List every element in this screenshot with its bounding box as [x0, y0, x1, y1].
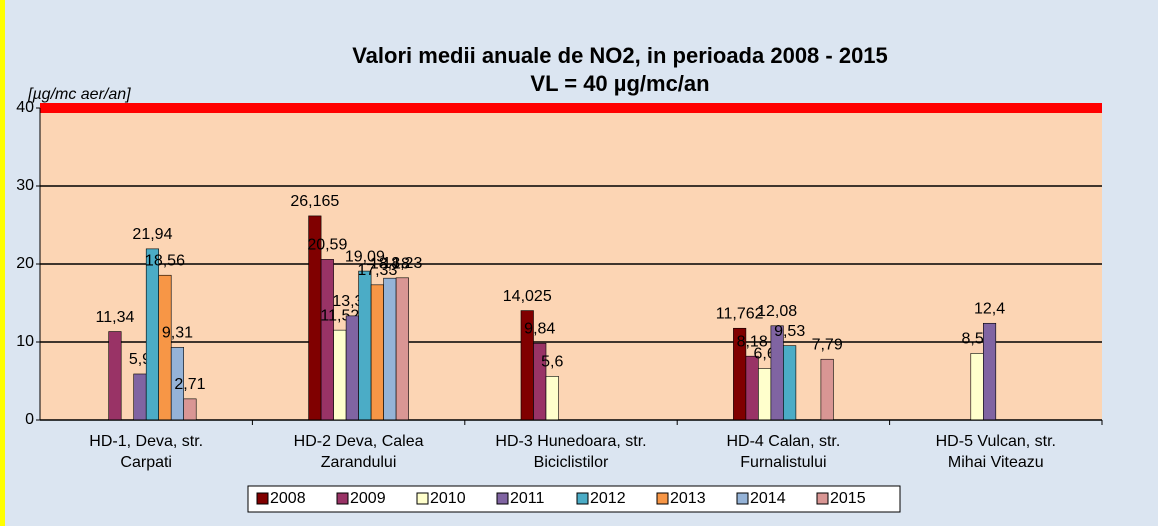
value-label: 5,9	[129, 351, 151, 368]
x-tick-label: Zarandului	[321, 454, 397, 471]
legend-swatch	[496, 492, 509, 505]
value-label: 11,34	[96, 309, 135, 326]
value-label: 11,762	[716, 305, 764, 322]
value-label: 9,31	[162, 325, 193, 342]
y-tick-label: 30	[16, 177, 34, 194]
value-label: 8,18	[737, 333, 768, 350]
legend-label: 2015	[830, 490, 866, 507]
x-tick-label: Biciclistilor	[534, 454, 609, 471]
value-label: 18,56	[145, 252, 185, 269]
value-label: 19,09	[345, 248, 385, 265]
bar	[158, 274, 172, 421]
bar	[770, 325, 784, 421]
bar	[183, 398, 197, 421]
bar	[133, 373, 147, 421]
legend-swatch	[256, 492, 269, 505]
legend-label: 2008	[270, 490, 306, 507]
x-tick-label: Mihai Viteazu	[948, 454, 1044, 471]
value-label: 9,84	[524, 320, 555, 337]
x-tick-label: HD-3 Hunedoara, str.	[495, 433, 646, 450]
bar	[783, 345, 797, 421]
legend-label: 2014	[750, 490, 786, 507]
bar	[395, 277, 409, 421]
legend-swatch	[656, 492, 669, 505]
x-tick-label: Furnalistului	[740, 454, 826, 471]
value-label: 2,71	[174, 376, 205, 393]
bar	[345, 315, 359, 421]
bar	[333, 329, 347, 421]
value-label: 9,53	[774, 323, 805, 340]
legend-swatch	[336, 492, 349, 505]
value-label: 6,6	[754, 346, 776, 363]
y-tick-label: 10	[16, 333, 34, 350]
legend-box	[247, 485, 901, 513]
value-label: 20,59	[307, 237, 347, 254]
bar	[970, 353, 984, 421]
legend-label: 2013	[670, 490, 706, 507]
y-axis-label: [µg/mc aer/an]	[27, 86, 131, 103]
value-label: 21,94	[132, 226, 172, 243]
value-label: 14,025	[503, 288, 552, 305]
x-tick-label: HD-5 Vulcan, str.	[936, 433, 1056, 450]
bar	[982, 322, 997, 421]
x-tick-label: HD-4 Calan, str.	[726, 433, 840, 450]
y-tick-label: 40	[16, 99, 34, 116]
legend-label: 2009	[350, 490, 386, 507]
bar	[145, 248, 159, 421]
value-label: 7,79	[812, 336, 843, 353]
bar	[820, 358, 834, 421]
legend-label: 2012	[590, 490, 626, 507]
bar	[320, 259, 334, 421]
value-label: 12,4	[974, 300, 1005, 317]
edge-stripe	[0, 0, 5, 526]
y-tick-label: 20	[16, 255, 34, 272]
legend-swatch	[416, 492, 429, 505]
bar	[370, 284, 384, 421]
value-label: 17,33	[357, 262, 397, 279]
legend-swatch	[576, 492, 589, 505]
y-tick-label: 0	[25, 411, 34, 428]
bar	[383, 277, 397, 421]
value-label: 5,6	[541, 354, 563, 371]
value-label: 18,23	[382, 255, 422, 272]
bar	[745, 355, 759, 421]
chart-title: VL = 40 µg/mc/an	[530, 71, 709, 96]
legend-label: 2010	[430, 490, 466, 507]
x-tick-label: Carpati	[120, 454, 172, 471]
bar	[758, 368, 772, 421]
x-tick-label: HD-2 Deva, Calea	[294, 433, 424, 450]
bar	[108, 331, 122, 421]
legend-swatch	[816, 492, 829, 505]
value-label: 18,18	[370, 255, 410, 272]
legend-label: 2011	[510, 490, 545, 507]
chart-title: Valori medii anuale de NO2, in perioada …	[352, 43, 888, 68]
legend-swatch	[736, 492, 749, 505]
bar	[545, 376, 559, 421]
x-tick-label: HD-1, Deva, str.	[89, 433, 203, 450]
value-label: 26,165	[290, 193, 339, 210]
value-label: 12,08	[757, 303, 797, 320]
bar	[358, 270, 372, 421]
